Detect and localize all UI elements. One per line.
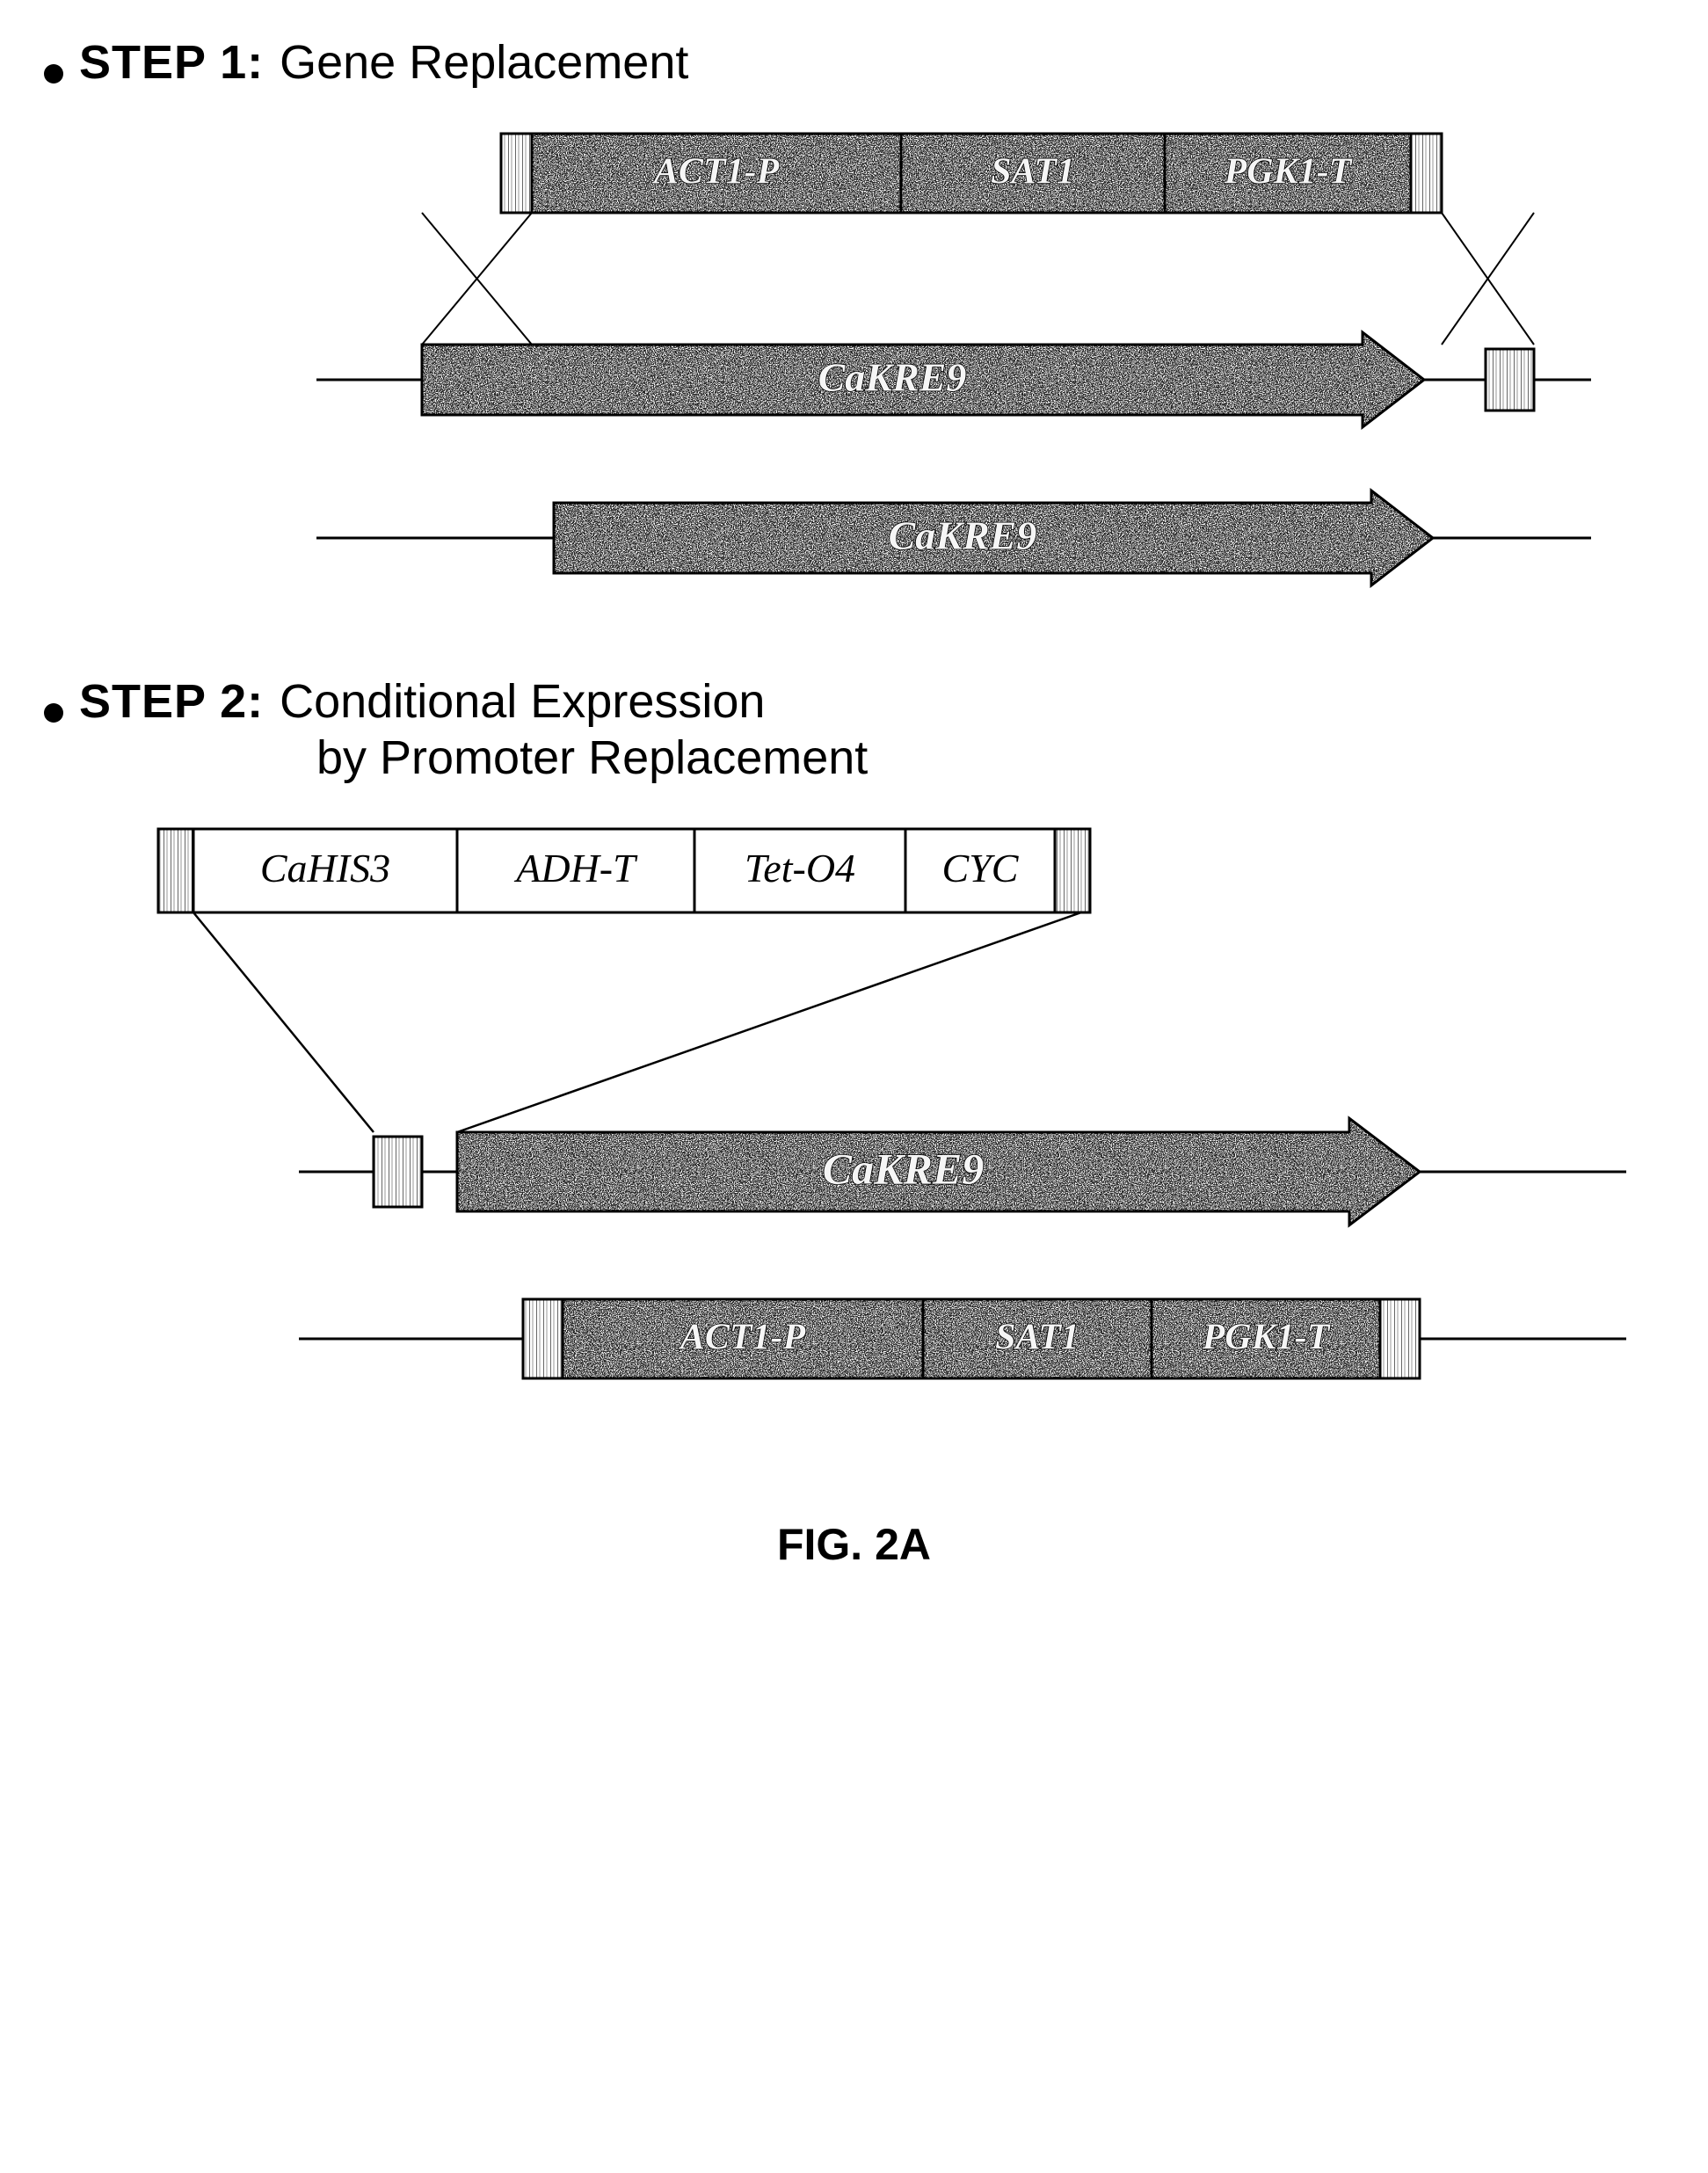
svg-text:PGK1-T: PGK1-T [1202,1318,1332,1358]
step1-title: Gene Replacement [280,35,688,90]
step1-label: STEP 1: [79,35,264,90]
step2-title: Conditional Expression [280,674,765,729]
svg-text:CaKRE9: CaKRE9 [889,513,1037,558]
step1-diagram: ACT1-P SAT1 PGK1-T CaKRE9 CaKRE9 [44,107,1664,604]
step2-diagram: CaHIS3 ADH-T Tet-O4 CYC CaKRE9 ACT1-P SAT1 PGK1… [44,803,1664,1414]
step2-subtitle: by Promoter Replacement [316,730,1664,785]
step1-svg: ACT1-P SAT1 PGK1-T CaKRE9 CaKRE9 [44,107,1679,600]
svg-text:CaKRE9: CaKRE9 [823,1144,984,1193]
svg-text:ACT1-P: ACT1-P [651,152,780,193]
svg-text:SAT1: SAT1 [995,1318,1079,1358]
svg-text:CaHIS3: CaHIS3 [260,846,390,890]
step2-svg: CaHIS3 ADH-T Tet-O4 CYC CaKRE9 ACT1-P SAT1 PGK1… [44,803,1679,1409]
svg-text:ACT1-P: ACT1-P [678,1318,806,1358]
svg-text:CYC: CYC [942,846,1020,890]
figure-caption: FIG. 2A [44,1519,1664,1570]
bullet-icon [44,64,63,84]
step2-label: STEP 2: [79,674,264,729]
svg-text:ADH-T: ADH-T [513,846,638,890]
svg-text:CaKRE9: CaKRE9 [818,355,967,400]
svg-text:Tet-O4: Tet-O4 [745,846,855,890]
svg-text:PGK1-T: PGK1-T [1224,152,1354,193]
step2-header: STEP 2: Conditional Expression [44,674,1664,729]
bullet-icon [44,703,63,723]
step1-header: STEP 1: Gene Replacement [44,35,1664,90]
svg-text:SAT1: SAT1 [991,152,1075,193]
